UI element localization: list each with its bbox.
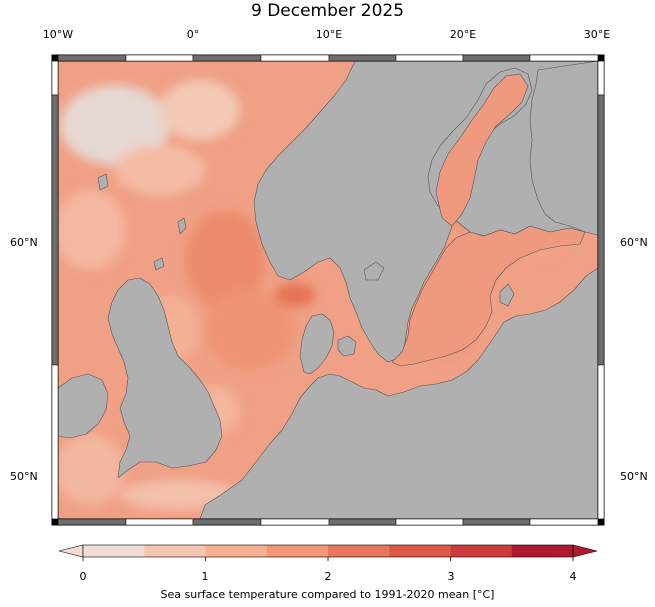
baltic-proper bbox=[391, 225, 586, 367]
colorbar-extend-high bbox=[572, 544, 598, 558]
frame-segment-top bbox=[260, 54, 330, 62]
colorbar-bin bbox=[83, 545, 145, 557]
baltic-sea bbox=[391, 73, 586, 367]
lon-tick-10e: 10°E bbox=[315, 28, 343, 41]
lon-tick-10w: 10°W bbox=[42, 28, 74, 41]
colorbar bbox=[58, 544, 598, 561]
frame-segment-bottom bbox=[462, 518, 531, 526]
colorbar-bin bbox=[328, 545, 390, 557]
colorbar-label: Sea surface temperature compared to 1991… bbox=[160, 588, 495, 601]
denmark-jutland bbox=[299, 313, 335, 375]
frame-segment-top bbox=[192, 54, 262, 62]
frame-segment-top bbox=[395, 54, 464, 62]
colorbar-tick-2: 2 bbox=[324, 570, 332, 583]
colorbar-bin bbox=[450, 545, 513, 557]
colorbar-bin bbox=[266, 545, 329, 557]
finland bbox=[529, 61, 598, 236]
frame-corner bbox=[51, 518, 59, 526]
colorbar-extend-low bbox=[58, 544, 84, 558]
gotland bbox=[499, 283, 515, 307]
land-masses bbox=[58, 61, 598, 519]
frame-segment-top bbox=[125, 54, 194, 62]
frame-segment-right bbox=[597, 364, 605, 520]
lon-tick-20e: 20°E bbox=[449, 28, 477, 41]
frame-segment-left bbox=[51, 60, 59, 96]
great-britain bbox=[107, 277, 223, 479]
danish-islands bbox=[337, 335, 357, 357]
ireland bbox=[58, 373, 109, 439]
colorbar-tick-1: 1 bbox=[201, 570, 209, 583]
frame-segment-top bbox=[529, 54, 599, 62]
colorbar-bin bbox=[511, 545, 574, 557]
map-title: 9 December 2025 bbox=[250, 1, 405, 21]
frame-corner bbox=[597, 54, 605, 62]
colorbar-bin bbox=[205, 545, 268, 557]
faroe-islands bbox=[97, 173, 109, 191]
frame-segment-bottom bbox=[57, 518, 127, 526]
frame-corner bbox=[51, 54, 59, 62]
frame-segment-bottom bbox=[260, 518, 330, 526]
shetland bbox=[177, 217, 187, 235]
lat-tick-50n-left: 50°N bbox=[10, 470, 38, 483]
colorbar-tick-0: 0 bbox=[79, 570, 87, 583]
gulf-of-bothnia bbox=[435, 73, 529, 227]
frame-segment-bottom bbox=[395, 518, 464, 526]
colorbar-bin bbox=[144, 545, 206, 557]
frame-segment-top bbox=[57, 54, 127, 62]
frame-segment-bottom bbox=[529, 518, 599, 526]
frame-segment-left bbox=[51, 94, 59, 366]
lat-tick-50n-right: 50°N bbox=[620, 470, 648, 483]
frame-corner bbox=[597, 518, 605, 526]
colorbar-tick-3: 3 bbox=[447, 570, 455, 583]
frame-segment-bottom bbox=[125, 518, 194, 526]
frame-segment-top bbox=[462, 54, 531, 62]
colorbar-tick-4: 4 bbox=[569, 570, 577, 583]
continental-europe bbox=[199, 267, 598, 519]
lon-tick-30e: 30°E bbox=[583, 28, 611, 41]
frame-segment-top bbox=[328, 54, 397, 62]
lake-vanern bbox=[363, 261, 385, 281]
lon-tick-0: 0° bbox=[186, 28, 200, 41]
colorbar-bin bbox=[389, 545, 451, 557]
map-area bbox=[58, 61, 598, 519]
frame-segment-bottom bbox=[192, 518, 262, 526]
frame-segment-right bbox=[597, 60, 605, 96]
lat-tick-60n-right: 60°N bbox=[620, 236, 648, 249]
frame-segment-left bbox=[51, 364, 59, 520]
frame-segment-bottom bbox=[328, 518, 397, 526]
lat-tick-60n-left: 60°N bbox=[10, 236, 38, 249]
orkney bbox=[153, 257, 165, 271]
frame-segment-right bbox=[597, 94, 605, 366]
map-frame bbox=[51, 54, 605, 526]
